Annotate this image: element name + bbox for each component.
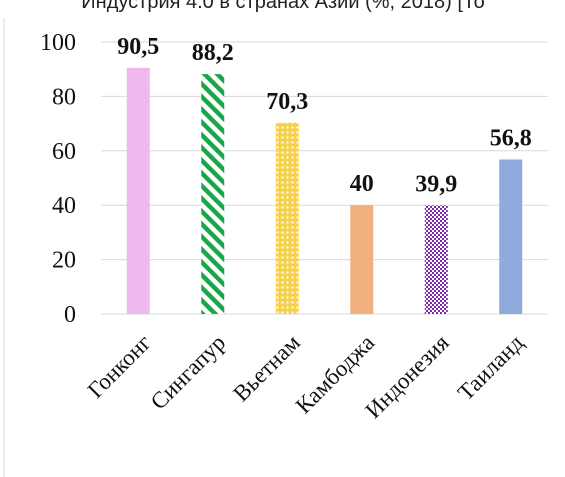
chart-title: Индустрия 4.0 в странах Азии (%, 2018) [… <box>81 0 484 13</box>
y-tick-label: 60 <box>52 139 76 165</box>
bar <box>499 159 523 314</box>
x-tick-label: Гонконг <box>83 330 156 403</box>
data-label: 70,3 <box>266 89 308 115</box>
data-label: 39,9 <box>415 171 457 197</box>
data-label: 88,2 <box>192 40 234 66</box>
data-labels: 90,5 88,2 70,3 40 39,9 56,8 <box>117 34 532 198</box>
bar <box>201 74 225 314</box>
y-tick-label: 100 <box>40 30 76 56</box>
data-label: 90,5 <box>117 34 159 60</box>
y-tick-label: 80 <box>52 84 76 110</box>
gridlines <box>101 41 548 315</box>
bar <box>126 67 150 314</box>
data-label: 40 <box>350 171 374 197</box>
y-tick-label: 20 <box>52 248 76 274</box>
y-axis-ticks: 0 20 40 60 80 100 <box>40 30 76 328</box>
bar <box>275 122 299 314</box>
x-tick-label: Таиланд <box>453 330 529 406</box>
bar <box>424 205 448 314</box>
y-tick-label: 40 <box>52 193 76 219</box>
x-tick-label: Сингапур <box>146 330 231 415</box>
data-label: 56,8 <box>490 126 532 152</box>
x-tick-label: Вьетнам <box>228 330 305 407</box>
bars <box>126 67 523 314</box>
y-tick-label: 0 <box>64 302 76 328</box>
bar <box>350 205 374 314</box>
